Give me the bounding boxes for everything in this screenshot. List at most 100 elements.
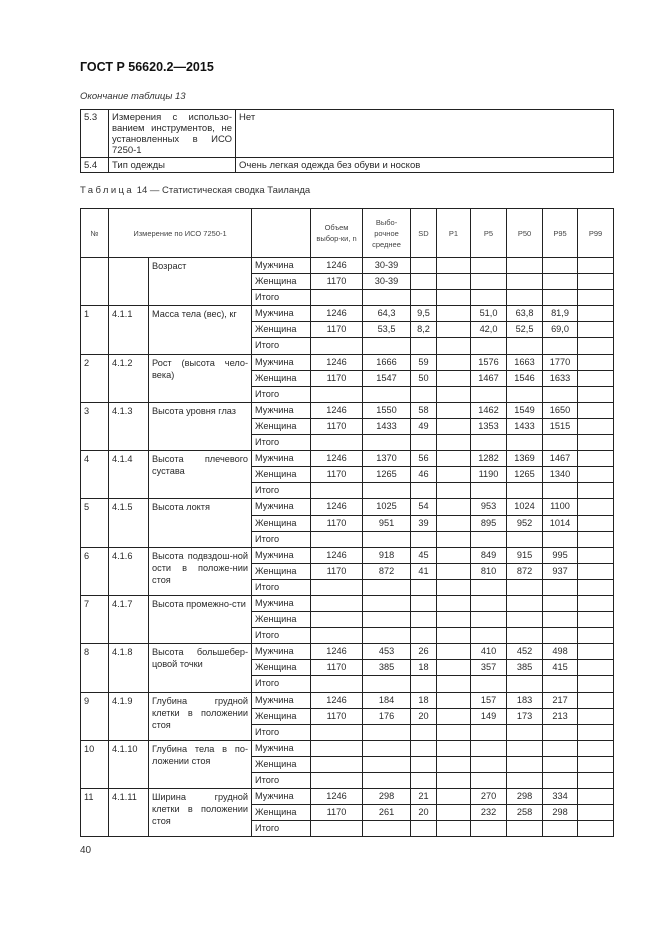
value-p1 [436, 643, 472, 661]
value-p50: 258 [506, 804, 544, 822]
table-row: 5.3 Измерения с использо-ванием инструмен… [80, 109, 614, 158]
sex-label: Женщина [251, 755, 312, 774]
value-p50 [506, 771, 544, 790]
sex-label: Мужчина [251, 739, 312, 757]
value-p50: 385 [506, 659, 544, 677]
value-sd [410, 739, 438, 757]
value-p95: 217 [542, 691, 579, 709]
value-p5 [470, 627, 508, 645]
value-p5 [470, 256, 508, 275]
table-row: Женщина 1170 385 18 357 385 415 [81, 659, 615, 677]
value-p50: 952 [506, 514, 544, 532]
value-p5: 953 [470, 498, 508, 516]
value-sd: 59 [410, 353, 438, 371]
value-p50 [506, 755, 544, 774]
value-p95 [542, 482, 579, 500]
sex-label: Женщина [251, 804, 312, 822]
value-sd: 49 [410, 417, 438, 436]
value-p95: 69,0 [542, 321, 579, 339]
header-no: № [80, 208, 109, 258]
group-number: 3 [80, 401, 109, 452]
value-p50 [506, 675, 544, 693]
value-p1 [436, 305, 472, 323]
value-p5 [470, 385, 508, 403]
value-n: 1246 [310, 788, 364, 806]
value-p99 [577, 353, 615, 371]
value-p95 [542, 771, 579, 790]
value-mean: 64,3 [362, 305, 412, 323]
value-n [310, 820, 364, 838]
value-p99 [577, 482, 615, 500]
value-p95: 1340 [542, 466, 579, 484]
value-mean: 918 [362, 546, 412, 564]
sex-label: Итого [251, 385, 312, 403]
value-p95: 1100 [542, 498, 579, 516]
value-p99 [577, 321, 615, 339]
sex-label: Женщина [251, 514, 312, 532]
value-p99 [577, 562, 615, 580]
value-p50 [506, 820, 544, 838]
value-mean: 1370 [362, 450, 412, 468]
value-mean [362, 530, 412, 548]
value-p5: 1576 [470, 353, 508, 371]
value-p5 [470, 530, 508, 548]
value-sd [410, 627, 438, 645]
value-sd: 20 [410, 804, 438, 822]
sex-label: Мужчина [251, 691, 312, 709]
value-p5: 232 [470, 804, 508, 822]
value-p99 [577, 820, 615, 838]
value-n [310, 289, 364, 307]
value-p99 [577, 755, 615, 774]
header-mean: Выбо-рочное среднее [362, 208, 412, 258]
value-mean [362, 337, 412, 355]
sex-label: Итого [251, 482, 312, 500]
value-p50 [506, 289, 544, 307]
header-p1: P1 [436, 208, 472, 258]
value-p99 [577, 530, 615, 548]
value-p5: 410 [470, 643, 508, 661]
table-row: Женщина 1170 53,5 8,2 42,0 52,5 69,0 [81, 321, 615, 339]
value-p95 [542, 594, 579, 613]
value-p50: 1265 [506, 466, 544, 484]
value-p5 [470, 739, 508, 757]
value-p50 [506, 723, 544, 741]
value-p99 [577, 659, 615, 677]
sex-label: Женщина [251, 466, 312, 484]
sex-label: Мужчина [251, 643, 312, 661]
document-title: ГОСТ Р 56620.2—2015 [80, 60, 214, 74]
value-mean: 184 [362, 691, 412, 709]
sex-label: Итого [251, 820, 312, 838]
value-p95: 298 [542, 804, 579, 822]
sex-label: Итого [251, 530, 312, 548]
sex-label: Женщина [251, 562, 312, 580]
table-row: 10 4.1.10 Глубина тела в по-ложении стоя Му… [80, 739, 615, 790]
header-sex [251, 208, 312, 258]
group-number: 8 [80, 643, 109, 693]
sex-label: Женщина [251, 321, 312, 339]
value-p1 [436, 482, 472, 500]
value-p1 [436, 578, 472, 596]
row-item: Тип одежды [108, 157, 236, 173]
value-mean [362, 820, 412, 838]
value-p1 [436, 369, 472, 387]
value-p5 [470, 820, 508, 838]
value-p99 [577, 546, 615, 564]
table-row: Возраст Мужчина 1246 30-39 [80, 256, 615, 307]
group-measure-name: Высота локтя [147, 498, 253, 548]
value-sd: 18 [410, 659, 438, 677]
value-p99 [577, 498, 615, 516]
value-p95 [542, 530, 579, 548]
value-n [310, 578, 364, 596]
value-mean: 385 [362, 659, 412, 677]
group-iso-code [108, 256, 149, 307]
value-sd [410, 771, 438, 790]
value-p99 [577, 369, 615, 387]
value-p1 [436, 659, 472, 677]
group-measure-name: Высота промежно-сти [147, 594, 253, 645]
value-n [310, 337, 364, 355]
sex-label: Мужчина [251, 305, 312, 323]
group-iso-code: 4.1.11 [108, 788, 149, 838]
value-p5: 42,0 [470, 321, 508, 339]
table-row: 5.4 Тип одежды Очень легкая одежда без обу… [80, 157, 614, 173]
group-measure-name: Высота плечевого сустава [147, 450, 253, 500]
